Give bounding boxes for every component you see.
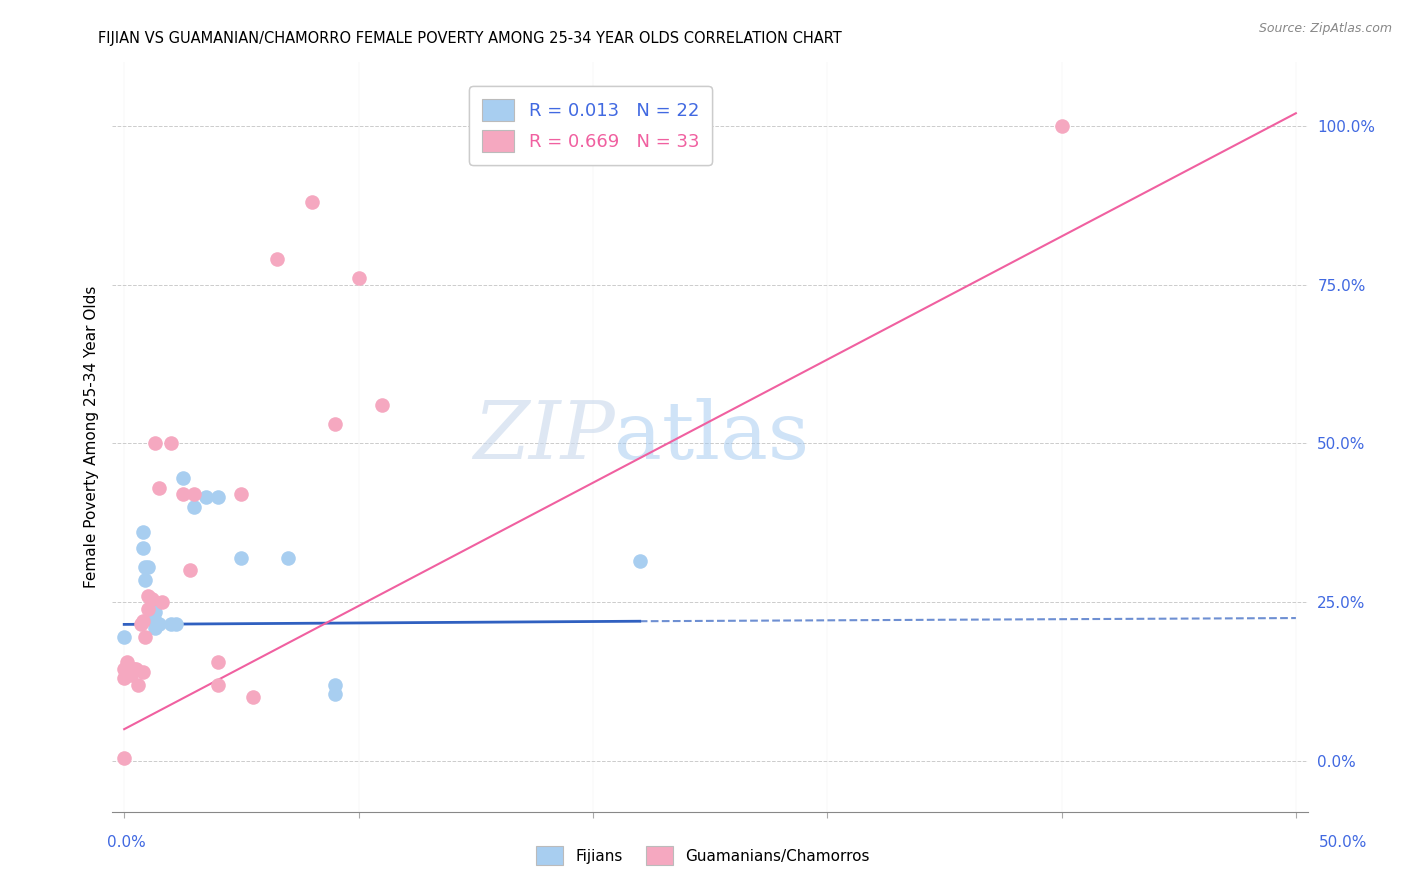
Point (112, 672, 135, 686)
Point (628, 554, 651, 568)
Point (165, 617, 187, 632)
Point (231, 550, 253, 565)
Point (172, 471, 194, 485)
Point (120, 668, 142, 682)
Point (148, 617, 170, 632)
Point (148, 481, 170, 495)
Point (143, 614, 166, 628)
Point (183, 487, 205, 501)
Legend: Fijians, Guamanians/Chamorros: Fijians, Guamanians/Chamorros (530, 840, 876, 871)
Point (347, 271, 370, 285)
Point (179, 563, 201, 577)
Point (143, 605, 166, 619)
Point (136, 589, 159, 603)
Point (115, 656, 138, 670)
Point (143, 621, 166, 635)
Point (112, 630, 135, 644)
Point (132, 541, 155, 556)
Point (141, 607, 163, 622)
Point (136, 601, 159, 615)
Point (118, 662, 141, 676)
Point (136, 560, 159, 574)
Point (132, 614, 155, 628)
Point (301, 195, 323, 210)
Point (134, 560, 156, 574)
Point (323, 687, 346, 701)
Point (125, 662, 148, 676)
Text: 0.0%: 0.0% (107, 836, 146, 850)
Point (1050, 119, 1073, 133)
Point (160, 617, 183, 632)
Point (122, 662, 145, 676)
Y-axis label: Female Poverty Among 25-34 Year Olds: Female Poverty Among 25-34 Year Olds (83, 286, 98, 588)
Point (172, 487, 194, 501)
Text: atlas: atlas (614, 398, 810, 476)
Point (132, 665, 155, 679)
Point (242, 690, 264, 705)
Point (160, 436, 183, 450)
Point (207, 491, 229, 505)
Point (231, 487, 253, 501)
Point (207, 678, 229, 692)
Point (143, 436, 166, 450)
Text: ZIP: ZIP (472, 399, 614, 475)
Point (371, 398, 394, 412)
Point (132, 525, 155, 540)
Point (150, 595, 173, 609)
Point (112, 662, 135, 676)
Text: Source: ZipAtlas.com: Source: ZipAtlas.com (1258, 22, 1392, 36)
Point (129, 617, 152, 632)
Point (127, 678, 149, 692)
Point (134, 573, 156, 587)
Point (195, 491, 218, 505)
Point (277, 550, 299, 565)
Text: FIJIAN VS GUAMANIAN/CHAMORRO FEMALE POVERTY AMONG 25-34 YEAR OLDS CORRELATION CH: FIJIAN VS GUAMANIAN/CHAMORRO FEMALE POVE… (98, 31, 842, 46)
Point (207, 656, 229, 670)
Point (112, 750, 135, 764)
Point (323, 678, 346, 692)
Legend: R = 0.013   N = 22, R = 0.669   N = 33: R = 0.013 N = 22, R = 0.669 N = 33 (470, 87, 711, 165)
Point (134, 630, 156, 644)
Point (323, 417, 346, 432)
Point (183, 500, 205, 514)
Point (266, 252, 288, 267)
Text: 50.0%: 50.0% (1319, 836, 1367, 850)
Point (141, 592, 163, 607)
